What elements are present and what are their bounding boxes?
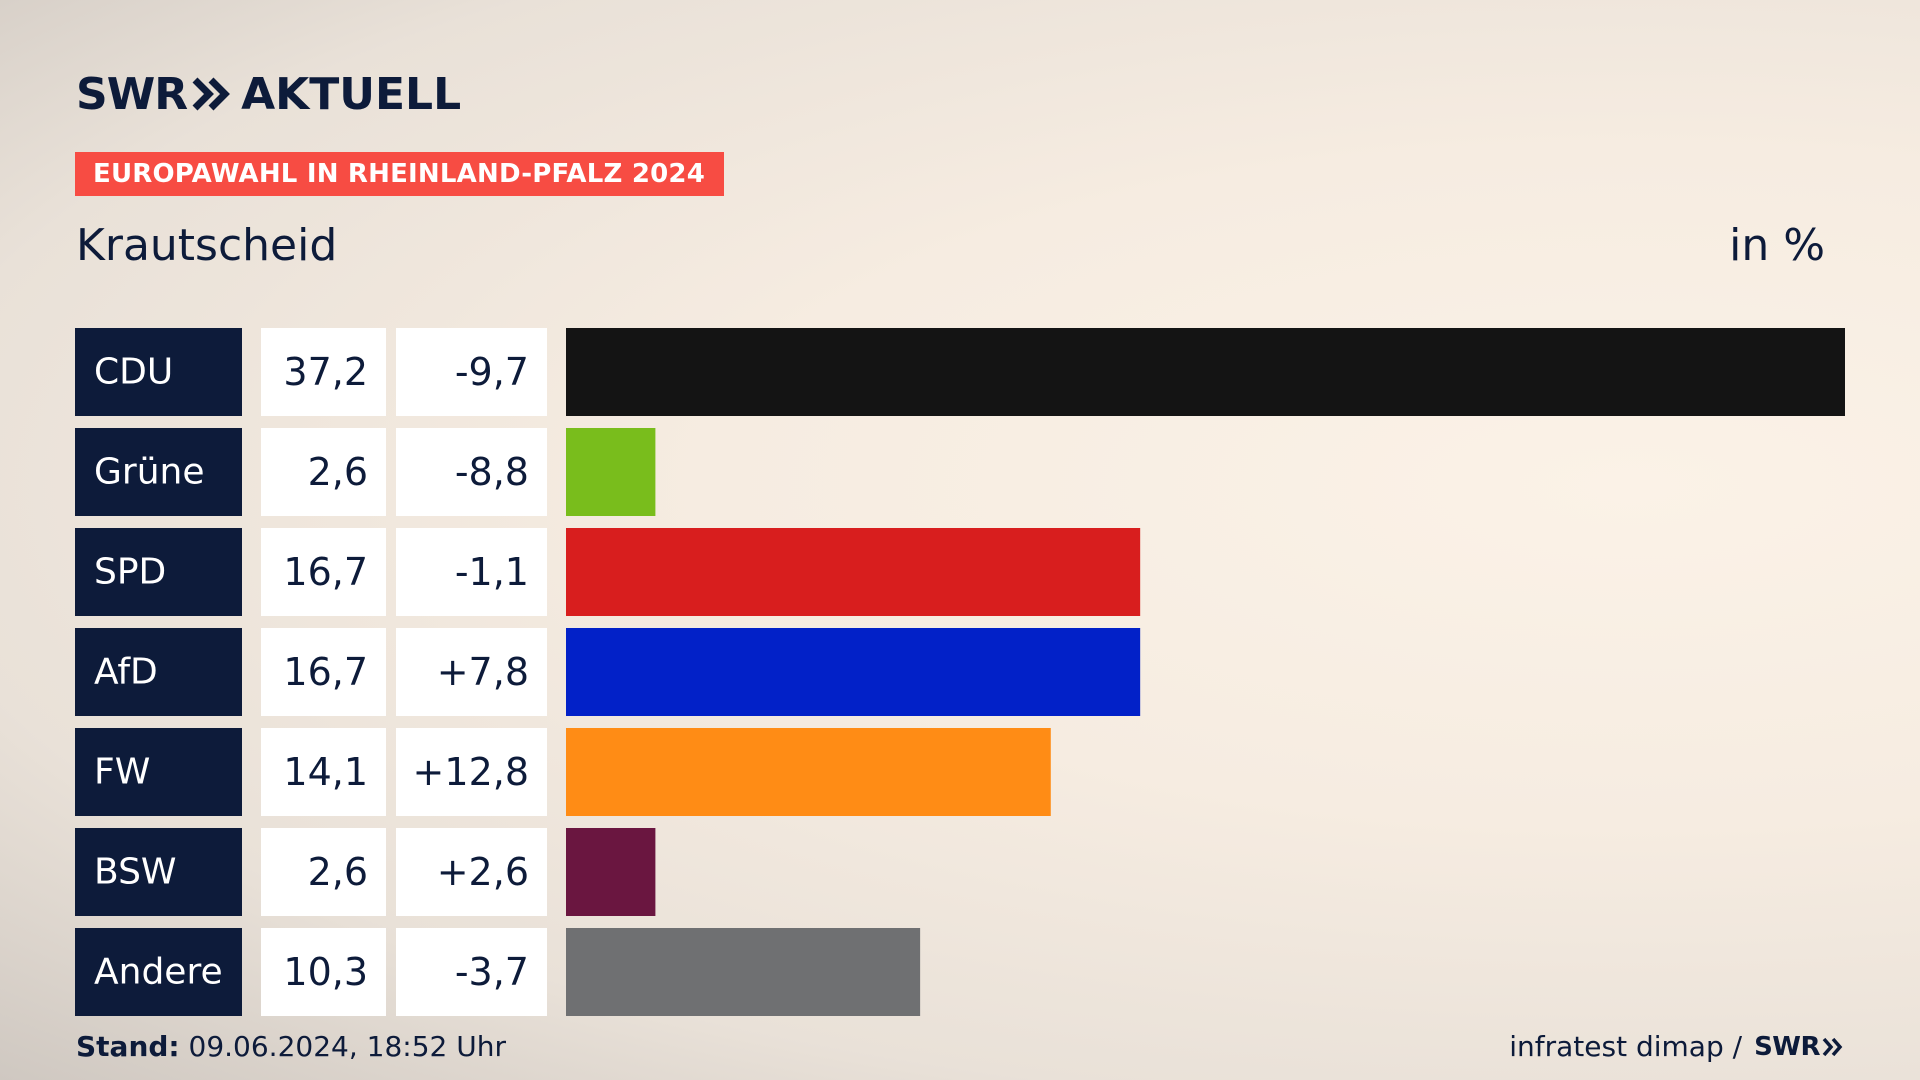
party-label-box-spd [75,528,242,616]
change-cell-gr-ne [396,428,547,516]
change-label-afd: +7,8 [437,650,529,694]
change-cell-spd [396,528,547,616]
value-label-bsw: 2,6 [308,850,368,894]
party-label-box-andere [75,928,242,1016]
region-title: Krautscheid [76,220,338,271]
timestamp-label: Stand: [76,1030,180,1063]
bar-fw [566,728,1051,816]
value-cell-spd [261,528,386,616]
value-cell-bsw [261,828,386,916]
change-cell-afd [396,628,547,716]
bar-bsw [566,828,656,916]
value-cell-afd [261,628,386,716]
party-label-bsw: BSW [94,852,177,893]
unit-label: in % [1729,220,1825,271]
change-label-spd: -1,1 [455,550,529,594]
party-label-afd: AfD [94,652,158,693]
change-label-fw: +12,8 [413,750,529,794]
party-label-box-fw [75,728,242,816]
results-bar-chart: CDU 37,2 -9,7 Grüne 2,6 -8,8 SPD 16,7 -1,1 AfD 16,… [75,328,1845,1016]
bar-gr-ne [566,428,656,516]
party-label-cdu: CDU [94,352,173,393]
swr-aktuell-logo: SWR AKTUELL [76,66,461,122]
party-label-box-afd [75,628,242,716]
double-chevron-icon [192,77,231,111]
change-cell-andere [396,928,547,1016]
value-cell-cdu [261,328,386,416]
value-cell-andere [261,928,386,1016]
change-label-bsw: +2,6 [437,850,529,894]
value-label-afd: 16,7 [283,650,368,694]
bar-andere [566,928,921,1016]
value-label-cdu: 37,2 [283,350,368,394]
election-badge-label: EUROPAWAHL IN RHEINLAND-PFALZ 2024 [93,159,705,189]
source-text: infratest dimap / [1509,1030,1743,1063]
party-label-box-bsw [75,828,242,916]
election-badge: EUROPAWAHL IN RHEINLAND-PFALZ 2024 [75,152,724,196]
change-cell-fw [396,728,547,816]
party-label-andere: Andere [94,952,223,993]
source-brand: SWR [1754,1031,1820,1062]
double-chevron-small-icon [1822,1037,1843,1056]
party-label-box-cdu [75,328,242,416]
value-cell-fw [261,728,386,816]
logo-aktuell-text: AKTUELL [241,68,462,120]
value-label-fw: 14,1 [283,750,368,794]
party-label-gr-ne: Grüne [94,452,204,493]
source-credit: infratest dimap / SWR [1509,1030,1844,1063]
party-label-fw: FW [94,752,150,793]
value-label-andere: 10,3 [283,950,368,994]
change-label-gr-ne: -8,8 [455,450,529,494]
party-label-spd: SPD [94,552,166,593]
logo-swr-text: SWR [76,68,188,120]
value-label-spd: 16,7 [283,550,368,594]
timestamp: Stand: 09.06.2024, 18:52 Uhr [76,1030,506,1063]
bar-cdu [566,328,1845,416]
timestamp-value: 09.06.2024, 18:52 Uhr [179,1030,506,1063]
bar-spd [566,528,1141,616]
change-label-cdu: -9,7 [455,350,529,394]
change-cell-bsw [396,828,547,916]
change-label-andere: -3,7 [455,950,529,994]
bar-afd [566,628,1141,716]
party-label-box-gr-ne [75,428,242,516]
change-cell-cdu [396,328,547,416]
value-cell-gr-ne [261,428,386,516]
value-label-gr-ne: 2,6 [308,450,368,494]
